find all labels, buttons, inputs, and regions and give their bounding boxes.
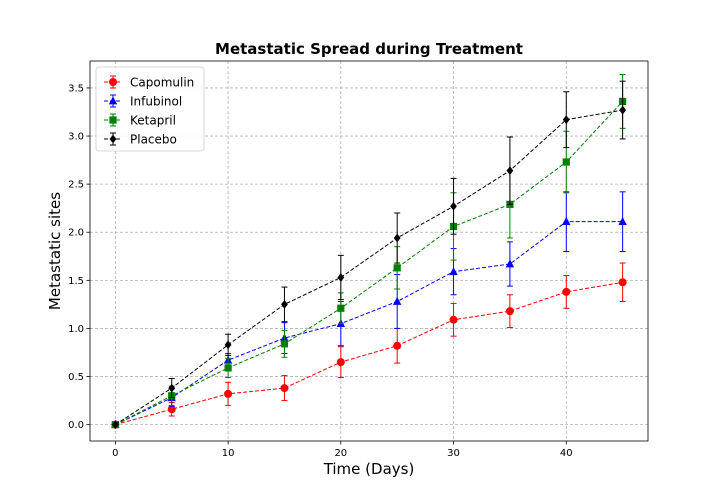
y-tick-label: 2.0: [68, 228, 84, 239]
placebo-point: [111, 420, 119, 430]
plot-frame: [89, 60, 649, 442]
capomulin-point: [167, 405, 176, 414]
capomulin-point: [393, 341, 402, 350]
ketapril-point: [280, 340, 289, 348]
infubinol-point: [618, 217, 627, 226]
x-tick-label: 30: [447, 448, 460, 459]
infubinol-point: [392, 296, 402, 305]
legend-label-capomulin: Capomulin: [130, 76, 194, 90]
infubinol-point: [505, 259, 515, 268]
legend-marker-ketapril: [109, 116, 117, 124]
legend-box: [95, 66, 205, 152]
placebo-point: [619, 105, 627, 115]
ketapril-point: [562, 158, 570, 166]
infubinol-point: [449, 267, 458, 276]
legend: Capomulin Infubinol Ketapril Placebo: [95, 66, 205, 152]
x-tick-label: 20: [334, 448, 347, 459]
placebo-point: [224, 340, 232, 350]
capomulin-point: [280, 384, 289, 393]
ketapril-line: [115, 101, 624, 426]
ketapril-point: [224, 364, 232, 372]
y-axis-label: Metastatic sites: [46, 192, 64, 310]
legend-marker-placebo: [109, 134, 117, 144]
y-tick-label: 0.0: [68, 420, 84, 431]
placebo-point: [393, 233, 401, 243]
placebo-line: [115, 109, 623, 426]
y-tick-label: 0.5: [68, 372, 84, 383]
y-tick-label: 1.0: [68, 324, 84, 335]
ketapril-point: [337, 304, 345, 312]
legend-marker-infubinol: [108, 96, 118, 105]
legend-marker-capomulin: [109, 78, 117, 86]
legend-label-ketapril: Ketapril: [130, 114, 176, 128]
capomulin-line: [115, 281, 623, 426]
x-tick-label: 40: [560, 448, 573, 459]
placebo-point: [337, 273, 345, 282]
capomulin-point: [618, 278, 627, 287]
legend-label-infubinol: Infubinol: [130, 95, 182, 109]
legend-label-placebo: Placebo: [130, 133, 177, 147]
x-tick-label: 0: [112, 448, 118, 459]
capomulin-point: [224, 389, 233, 398]
y-tick-label: 1.5: [68, 276, 84, 287]
placebo-point: [562, 115, 570, 125]
y-tick-label: 2.5: [68, 180, 84, 191]
x-axis-label: Time (Days): [323, 460, 415, 478]
series-placebo: [111, 80, 627, 430]
placebo-point: [168, 383, 176, 393]
x-tick-label: 10: [222, 448, 235, 459]
capomulin-point: [449, 315, 458, 324]
placebo-point: [281, 299, 288, 309]
y-tick-label: 3.5: [68, 83, 84, 94]
axis-ticks: 0 10 20 30 40 0.0 0.5 1.0 1.5 2.0 2.5 3.0 3.5: [68, 83, 573, 459]
infubinol-line: [115, 221, 623, 426]
capomulin-point: [336, 358, 345, 367]
infubinol-point: [562, 217, 571, 226]
y-tick-label: 3.0: [68, 132, 84, 143]
capomulin-point: [562, 287, 571, 296]
series-layer: [111, 73, 627, 430]
placebo-point: [506, 166, 514, 176]
ketapril-point: [393, 264, 401, 272]
placebo-point: [450, 201, 457, 211]
chart-title: Metastatic Spread during Treatment: [215, 40, 523, 58]
capomulin-point: [505, 307, 514, 316]
